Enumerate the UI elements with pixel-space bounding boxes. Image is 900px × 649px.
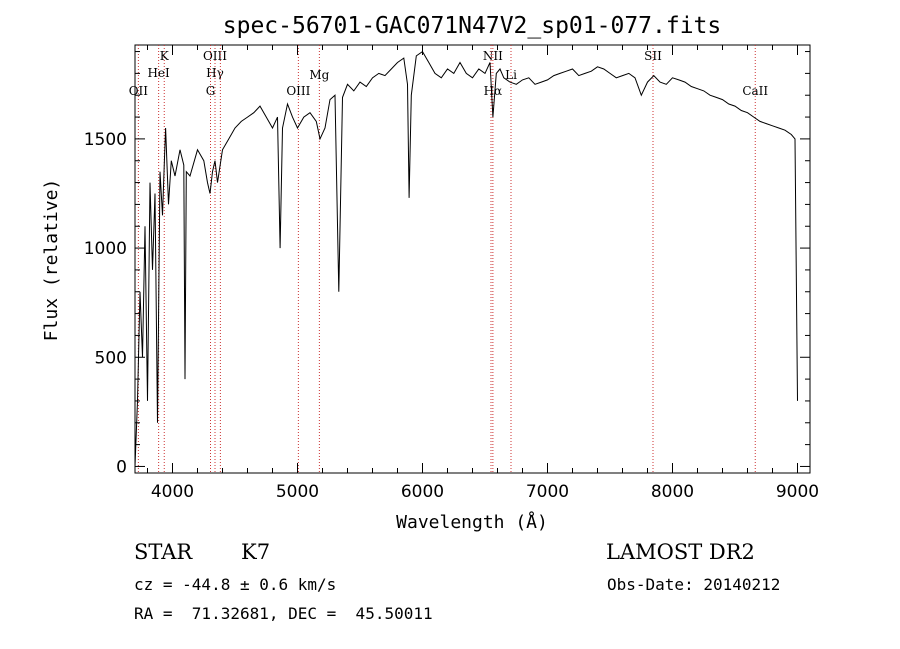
spectral-line-label: CaII [742,84,768,98]
x-tick-label: 7000 [526,482,569,502]
spectral-line-label: OIII [286,84,310,98]
y-axis-label: Flux (relative) [41,179,62,342]
chart-title: spec-56701-GAC071N47V2_sp01-077.fits [223,13,722,39]
spectral-line-label: Mg [309,68,329,82]
spectral-line-label: Li [505,68,517,82]
y-tick-label: 500 [95,348,127,368]
spectral-line-label: K [160,49,170,63]
spectral-line-label: OIII [203,49,227,63]
plot-frame [134,44,811,474]
x-tick-label: 6000 [401,482,444,502]
spectral-line-label: HeI [147,66,170,80]
y-tick-label: 1500 [84,130,127,150]
x-axis-label: Wavelength (Å) [396,511,548,533]
survey-name: LAMOST DR2 [606,540,755,564]
x-tick-label: 4000 [151,482,194,502]
spectral-line-label: OII [129,84,149,98]
object-class: STAR [134,540,193,564]
y-tick-label: 1000 [84,239,127,259]
spectral-line-label: SII [644,49,662,63]
x-tick-label: 9000 [776,482,819,502]
object-subclass: K7 [241,540,271,564]
x-tick-label: 8000 [651,482,694,502]
spectral-line-label: Hγ [206,66,224,80]
x-tick-label: 5000 [276,482,319,502]
axis-ticks: 4000 5000 6000 7000 8000 9000 0 500 1000 1500 [84,45,819,502]
y-tick-label: 0 [116,457,127,477]
obs-date-text: Obs-Date: 20140212 [607,575,781,594]
spectral-line-label: Hα [484,84,503,98]
spectrum-line [134,50,798,467]
spectral-line-label: NII [483,49,503,63]
spectral-line-label: G [206,84,216,98]
coords-text: RA = 71.32681, DEC = 45.50011 [134,604,433,623]
velocity-text: cz = -44.8 ± 0.6 km/s [134,575,337,594]
